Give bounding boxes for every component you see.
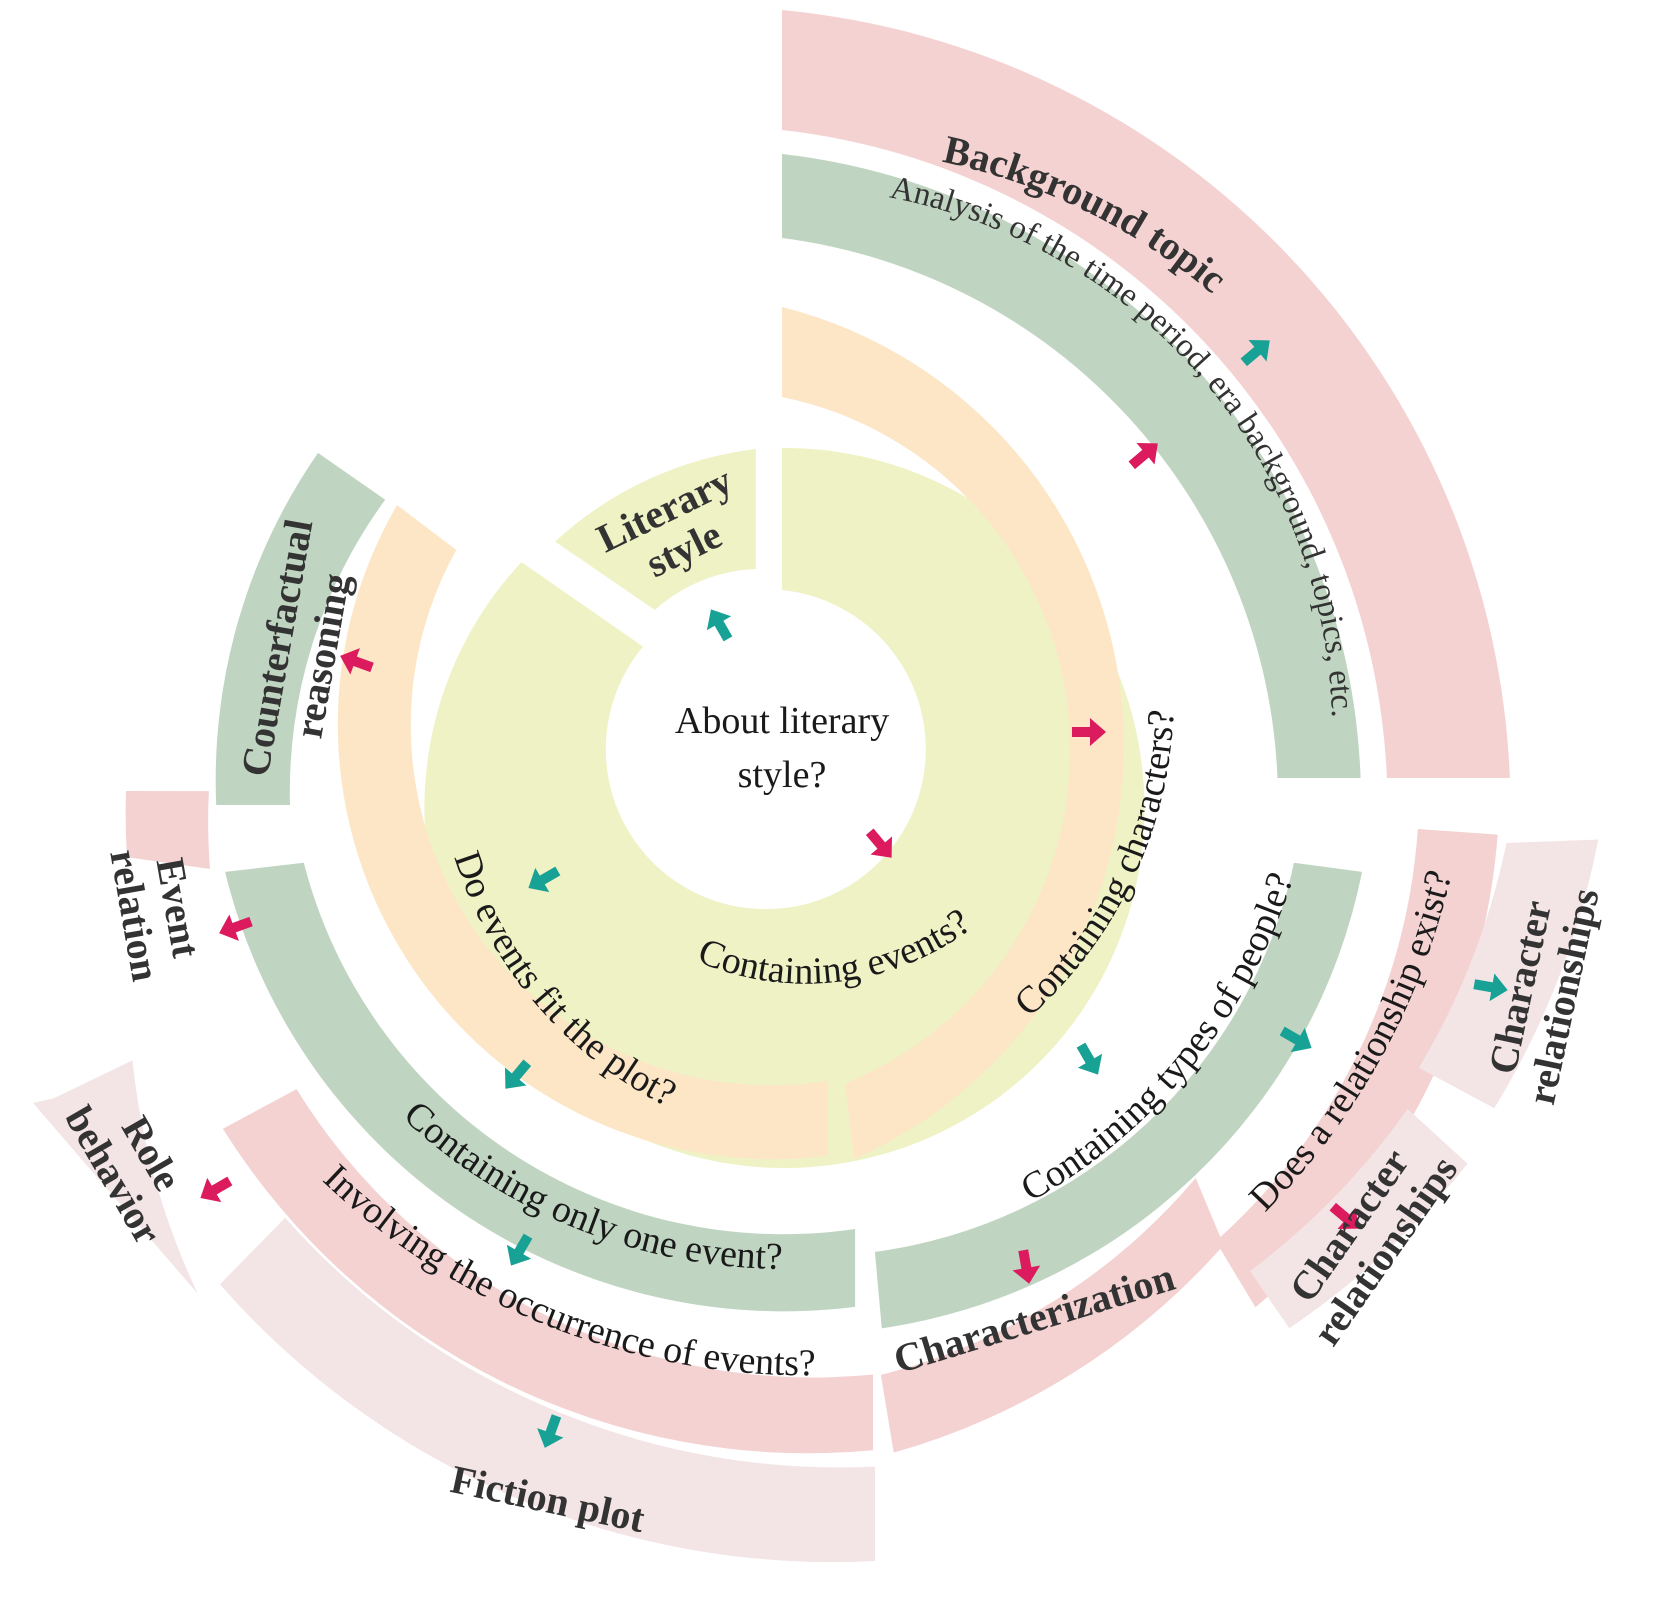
center-question-line1: About literary	[675, 700, 889, 742]
sector-character-relationships-b[interactable]	[1250, 1108, 1468, 1329]
sector-containing-types[interactable]	[874, 862, 1362, 1329]
arrows	[200, 339, 1508, 1448]
sector-containing-characters[interactable]	[782, 307, 1124, 1160]
sector-fiction-plot[interactable]	[219, 1217, 875, 1563]
arrow-icon	[706, 609, 733, 642]
arrow-icon	[1072, 718, 1106, 746]
sector-containing-events[interactable]	[424, 447, 1145, 1168]
arrow-icon	[340, 648, 374, 675]
arrow-icon	[1240, 339, 1270, 367]
arrow-icon	[1473, 973, 1508, 1002]
sector-character-relationships-a[interactable]	[1418, 839, 1599, 1109]
arrow-icon	[200, 1176, 233, 1203]
arrow-icon	[219, 914, 253, 941]
sector-characterization[interactable]	[880, 1178, 1224, 1453]
arrow-icon	[865, 828, 893, 858]
arrow-icon	[537, 1414, 564, 1448]
arrow-icon	[1012, 1249, 1041, 1284]
arrow-icon	[1076, 1042, 1103, 1075]
sector-do-events-fit[interactable]	[337, 505, 829, 1160]
sector-containing-one-event[interactable]	[225, 862, 856, 1312]
sector-counterfactual[interactable]	[215, 452, 386, 805]
sector-relationship-exist[interactable]	[1215, 829, 1498, 1308]
sector-event-relation[interactable]	[125, 791, 210, 869]
sector-background-topic[interactable]	[782, 10, 1510, 778]
arrow-icon	[1279, 1026, 1312, 1053]
arrow-icon	[1128, 442, 1158, 470]
sector-literary-style[interactable]	[555, 449, 756, 610]
sector-analysis[interactable]	[782, 154, 1361, 778]
sector-role-behavior[interactable]	[33, 1060, 198, 1294]
sectors	[33, 10, 1599, 1563]
center-question-line2: style?	[738, 754, 827, 796]
sector-involving-occurrence[interactable]	[222, 1089, 873, 1454]
arrow-icon	[504, 1059, 532, 1089]
arrow-icon	[506, 1233, 533, 1266]
arrow-icon	[528, 866, 561, 893]
arrow-icon	[1329, 1202, 1359, 1230]
